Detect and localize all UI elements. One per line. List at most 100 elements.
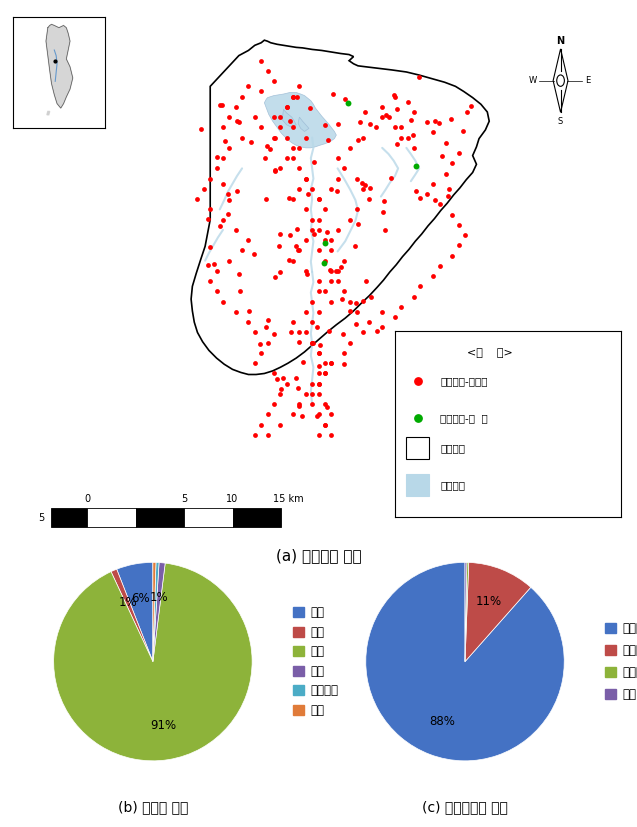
Point [313,193,324,206]
Wedge shape [366,562,564,761]
Point [261,320,271,333]
Wedge shape [153,562,165,662]
Point [294,335,304,348]
Point [256,418,266,432]
Point [269,164,280,177]
Point [350,240,361,253]
Point [326,233,336,246]
Point [203,258,213,271]
Point [326,356,336,370]
Point [223,208,233,221]
Point [205,203,215,216]
Point [307,398,317,411]
Polygon shape [264,93,336,148]
Point [301,326,311,339]
Point [284,253,294,266]
Point [313,284,324,298]
Point [389,88,399,101]
Text: 91%: 91% [150,719,176,732]
Point [313,213,324,227]
Point [211,265,222,278]
Legend: 생활, 공업, 농업, 발전, 환경개선, 기타: 생활, 공업, 농업, 발전, 환경개선, 기타 [288,602,343,721]
Text: 0: 0 [84,494,90,504]
Point [326,275,336,288]
Point [270,270,280,284]
Point [223,188,233,201]
Point [324,324,334,337]
Point [231,100,241,113]
Text: 시험유역: 시험유역 [440,443,465,453]
Point [315,338,326,351]
Point [338,327,348,341]
Point [294,399,304,413]
Point [386,171,396,184]
Point [288,90,298,103]
Point [288,316,298,329]
Point [320,233,330,246]
Point [256,347,266,360]
Point [313,193,324,206]
Point [326,428,336,442]
Text: (c) 관리기관별 현황: (c) 관리기관별 현황 [422,801,508,815]
Point [205,172,215,185]
Point [205,275,215,288]
Point [259,151,269,165]
Bar [233,509,281,527]
Point [313,275,324,288]
Point [269,164,280,177]
Point [428,126,438,139]
Point [460,228,470,241]
Point [328,87,338,100]
Point [269,398,279,411]
Bar [51,509,87,527]
Point [282,100,292,113]
Point [301,265,311,278]
Point [332,184,342,198]
Point [412,184,422,198]
Point [352,172,362,185]
Point [339,347,349,360]
Point [457,124,468,137]
Point [311,409,322,423]
Point [218,213,228,227]
Point [409,141,419,155]
Point [288,254,298,267]
Point [313,428,324,442]
Point [199,182,209,195]
Point [313,408,324,421]
Point [466,99,476,112]
Point [352,305,362,318]
Point [343,96,354,109]
Point [234,284,245,297]
Point [313,367,324,380]
Point [320,203,330,216]
Point [336,293,347,306]
Point [364,193,375,206]
Point [301,387,311,400]
Wedge shape [465,562,467,662]
Point [231,305,241,318]
Point [282,131,292,144]
Point [377,111,387,124]
Point [224,194,234,207]
Point [256,121,266,134]
Point [262,408,273,421]
Point [365,117,375,131]
Text: 1%: 1% [150,590,168,604]
Point [318,256,329,270]
Point [313,377,324,390]
Point [320,284,330,298]
Point [293,382,303,395]
Point [288,151,298,165]
Wedge shape [465,562,469,662]
Point [217,98,227,112]
Point [364,182,375,195]
Point [372,324,382,337]
Point [250,356,260,370]
Point [378,194,389,207]
Point [409,105,419,118]
Point [313,244,324,257]
Point [422,116,432,129]
Point [377,100,387,113]
Point [314,359,324,372]
